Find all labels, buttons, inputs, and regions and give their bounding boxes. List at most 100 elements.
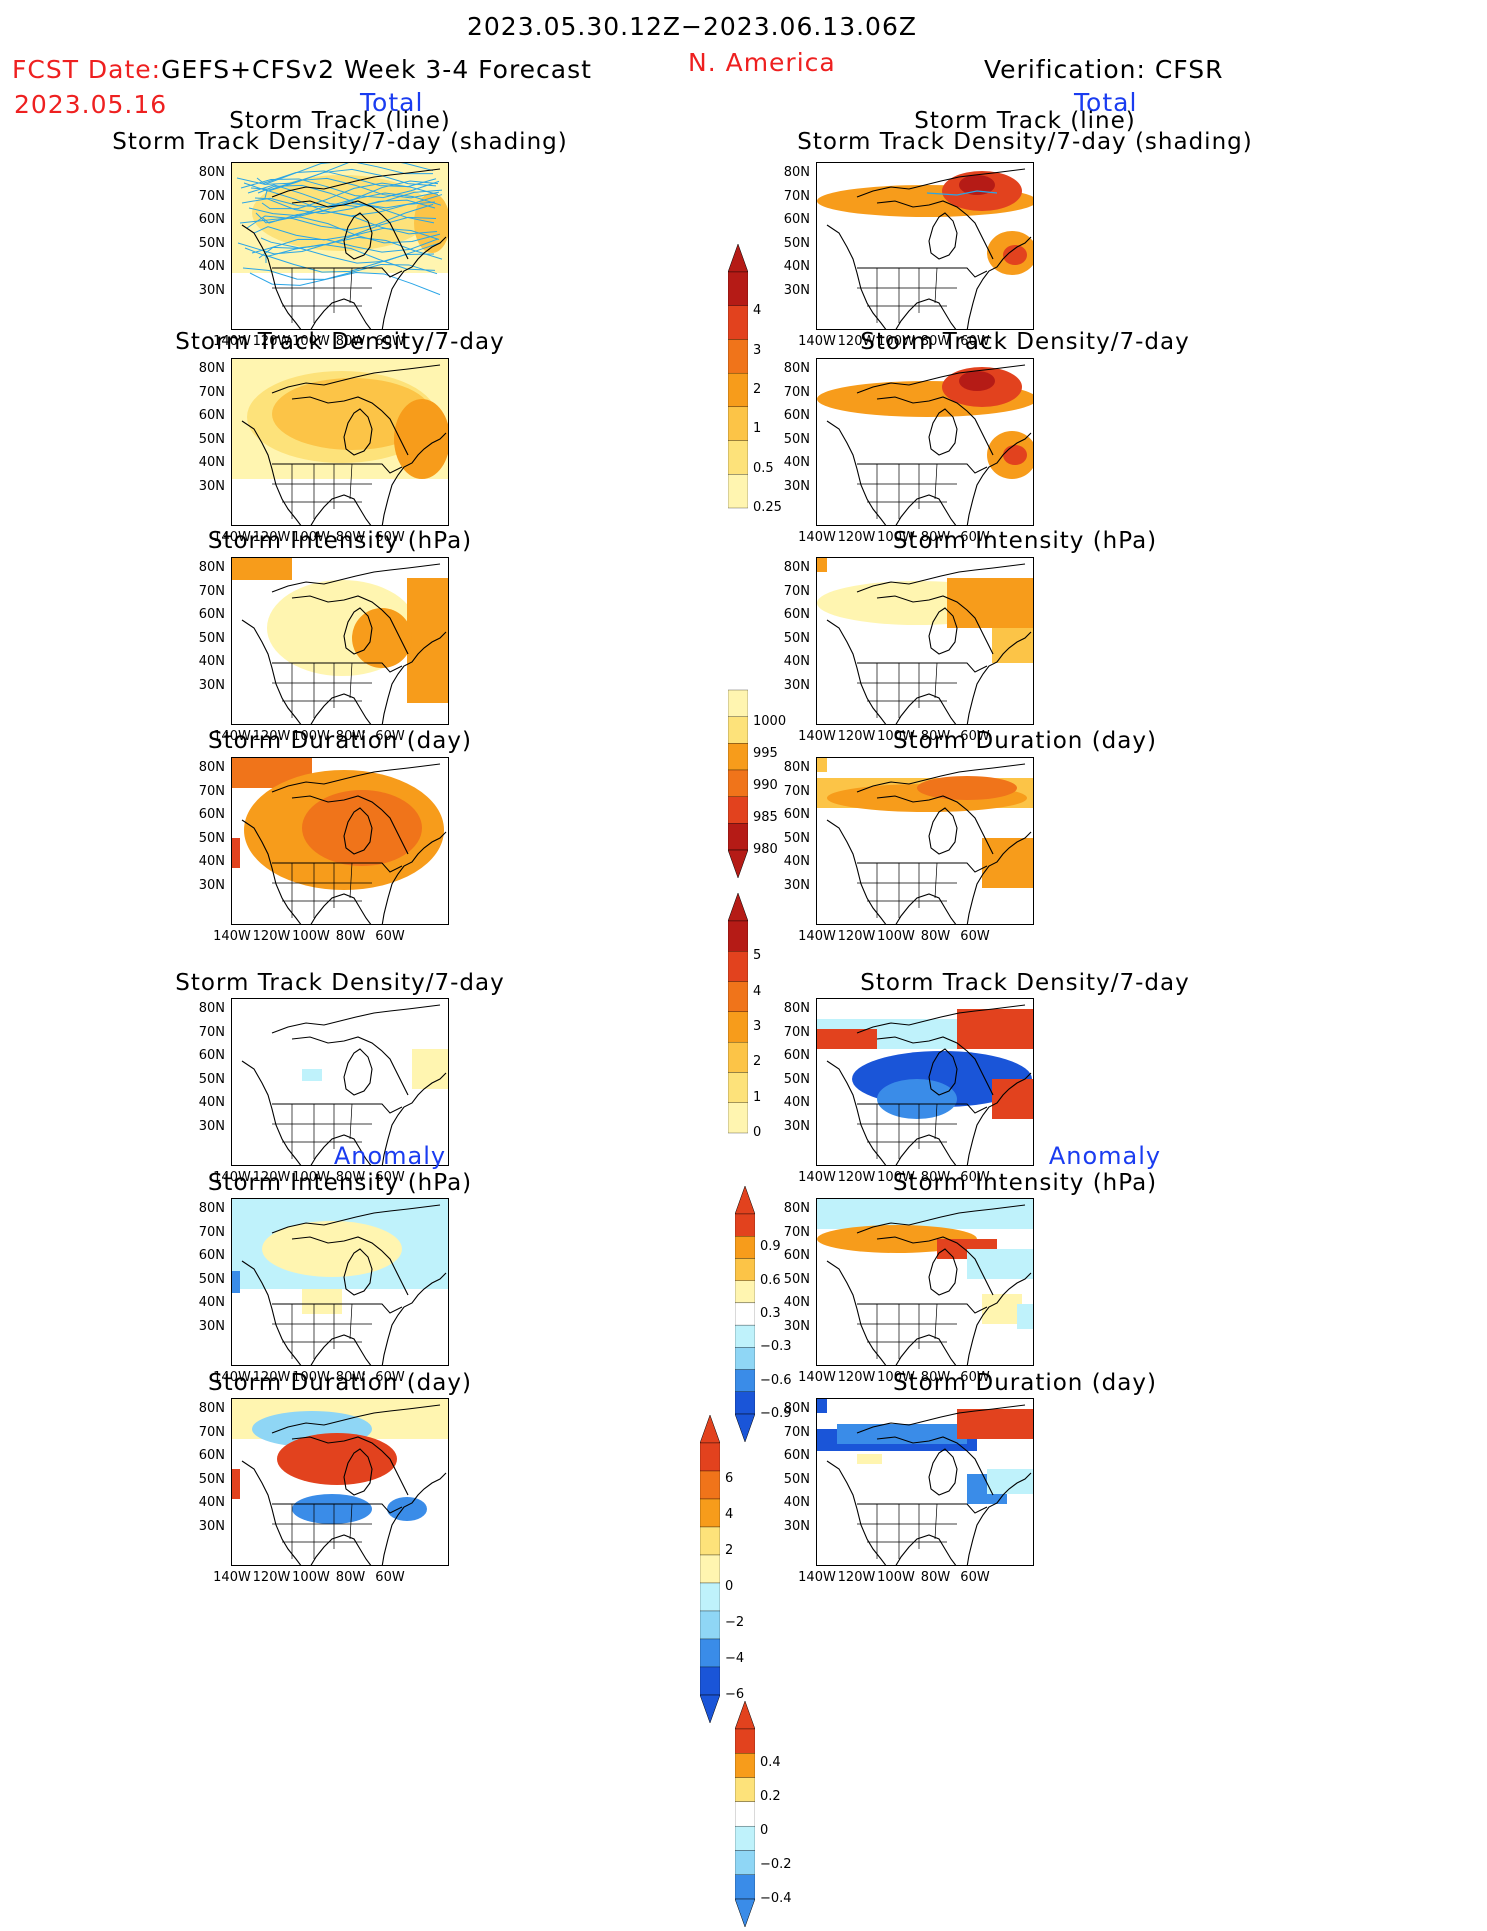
lon-label: 120W: [837, 1170, 876, 1185]
lon-label: 120W: [837, 729, 876, 744]
panel-title: Storm Duration (day): [893, 728, 1157, 754]
lon-label: 60W: [960, 929, 990, 944]
lat-label: 80N: [198, 361, 225, 376]
panel-title: Storm Intensity (hPa): [207, 1170, 473, 1196]
map-svg: [817, 758, 1033, 924]
colorbar-cell: [727, 769, 749, 797]
lon-label: 120W: [252, 1170, 291, 1185]
shading-region: [959, 371, 995, 391]
colorbar-label: 1: [753, 421, 762, 437]
map-svg: [232, 163, 448, 329]
lat-label: 50N: [198, 1071, 225, 1087]
lat-label: 70N: [198, 583, 225, 599]
lat-label: 50N: [783, 630, 810, 646]
lat-label: 80N: [198, 1401, 225, 1416]
lon-label: 100W: [292, 530, 330, 545]
lon-label: 120W: [837, 1570, 876, 1585]
storm-track-line: [251, 238, 439, 254]
map-panel-l4: [231, 757, 449, 925]
lon-label: 100W: [877, 1170, 915, 1185]
lon-label: 100W: [877, 1570, 915, 1585]
lon-label: 140W: [798, 1370, 836, 1385]
colorbar-cell: [734, 1302, 756, 1326]
lat-label: 60N: [198, 212, 225, 228]
lat-label: 80N: [198, 1001, 225, 1016]
map-svg: [232, 758, 447, 924]
colorbar-density-anom: [734, 1185, 756, 1443]
shading-region: [857, 1454, 882, 1464]
lat-label: 30N: [783, 678, 810, 693]
lon-label: 120W: [252, 729, 291, 744]
colorbar-label: 1: [753, 1089, 762, 1105]
shading-region: [967, 1249, 1033, 1279]
map-panel-r6: [816, 1198, 1034, 1366]
storm-track-line: [258, 242, 442, 264]
lat-label: 50N: [783, 431, 810, 447]
map-panel-l5: [231, 998, 449, 1166]
lat-label: 70N: [783, 1024, 810, 1040]
panel-title: Storm Track Density/7-day: [175, 329, 505, 355]
forecast-name: GEFS+CFSv2 Week 3-4 Forecast: [161, 55, 592, 84]
shading-region: [302, 1069, 322, 1081]
lon-label: 100W: [877, 530, 915, 545]
storm-track-line: [254, 197, 436, 215]
lat-label: 80N: [783, 1201, 810, 1216]
storm-track-line: [246, 203, 434, 231]
lon-label: 80W: [335, 1170, 366, 1185]
map-svg: [817, 1199, 1033, 1365]
lon-label: 60W: [960, 1170, 990, 1185]
storm-track-line: [261, 182, 439, 210]
lat-label: 80N: [783, 165, 810, 180]
colorbar-cell: [699, 1582, 721, 1612]
colorbar-cell: [727, 981, 749, 1013]
lon-label: 100W: [292, 1570, 330, 1585]
lat-label: 70N: [198, 384, 225, 400]
colorbar-label: 4: [753, 303, 762, 319]
colorbar-label: 980: [753, 842, 778, 857]
shading-region: [302, 790, 422, 866]
lat-label: 70N: [198, 1424, 225, 1440]
storm-track-line: [241, 180, 439, 208]
colorbar-label: −2: [725, 1615, 745, 1630]
lat-label: 70N: [198, 1024, 225, 1040]
lon-label: 100W: [292, 929, 330, 944]
lat-label: 80N: [198, 1201, 225, 1216]
shading-region: [817, 558, 827, 572]
lat-label: 40N: [783, 1495, 810, 1511]
colorbar-cell: [699, 1554, 721, 1584]
lat-label: 60N: [783, 607, 810, 623]
panel-title: Storm Track (line): [229, 108, 451, 134]
verification-label: Verification: CFSR: [984, 55, 1224, 84]
colorbar-label: −4: [725, 1651, 745, 1666]
lat-label: 50N: [198, 235, 225, 251]
colorbar-label: 2: [753, 382, 762, 397]
colorbar-label: 990: [753, 778, 778, 793]
colorbar-label: −0.6: [760, 1372, 792, 1388]
lat-label: 60N: [198, 1448, 225, 1464]
storm-track-line: [255, 202, 435, 224]
lat-label: 50N: [783, 1071, 810, 1087]
lat-label: 50N: [783, 1471, 810, 1487]
lat-label: 70N: [198, 1224, 225, 1240]
lat-label: 30N: [783, 1119, 810, 1134]
lat-label: 30N: [198, 1319, 225, 1334]
lat-label: 30N: [783, 878, 810, 893]
fcst-date-value: 2023.05.16: [14, 90, 168, 119]
shading-region: [877, 1079, 957, 1119]
shading-region: [817, 758, 827, 772]
storm-track-line: [262, 210, 438, 235]
lon-label: 60W: [960, 1570, 990, 1585]
lon-label: 80W: [920, 334, 951, 349]
colorbar-label: −0.3: [760, 1339, 792, 1355]
map-svg: [817, 168, 1033, 329]
lon-label: 80W: [335, 1370, 366, 1385]
colorbar-density-total: [727, 243, 749, 536]
shading-region: [837, 1424, 967, 1444]
lat-label: 60N: [783, 408, 810, 424]
colorbar-cell: [734, 1874, 756, 1900]
lon-label: 80W: [920, 530, 951, 545]
map-panel-l2: [231, 358, 449, 526]
colorbar-label: −0.4: [760, 1891, 792, 1906]
colorbar-cell: [699, 1638, 721, 1668]
shading-region: [407, 578, 448, 703]
